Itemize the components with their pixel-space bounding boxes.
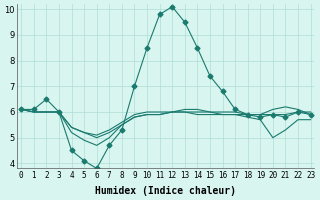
X-axis label: Humidex (Indice chaleur): Humidex (Indice chaleur) xyxy=(95,186,236,196)
